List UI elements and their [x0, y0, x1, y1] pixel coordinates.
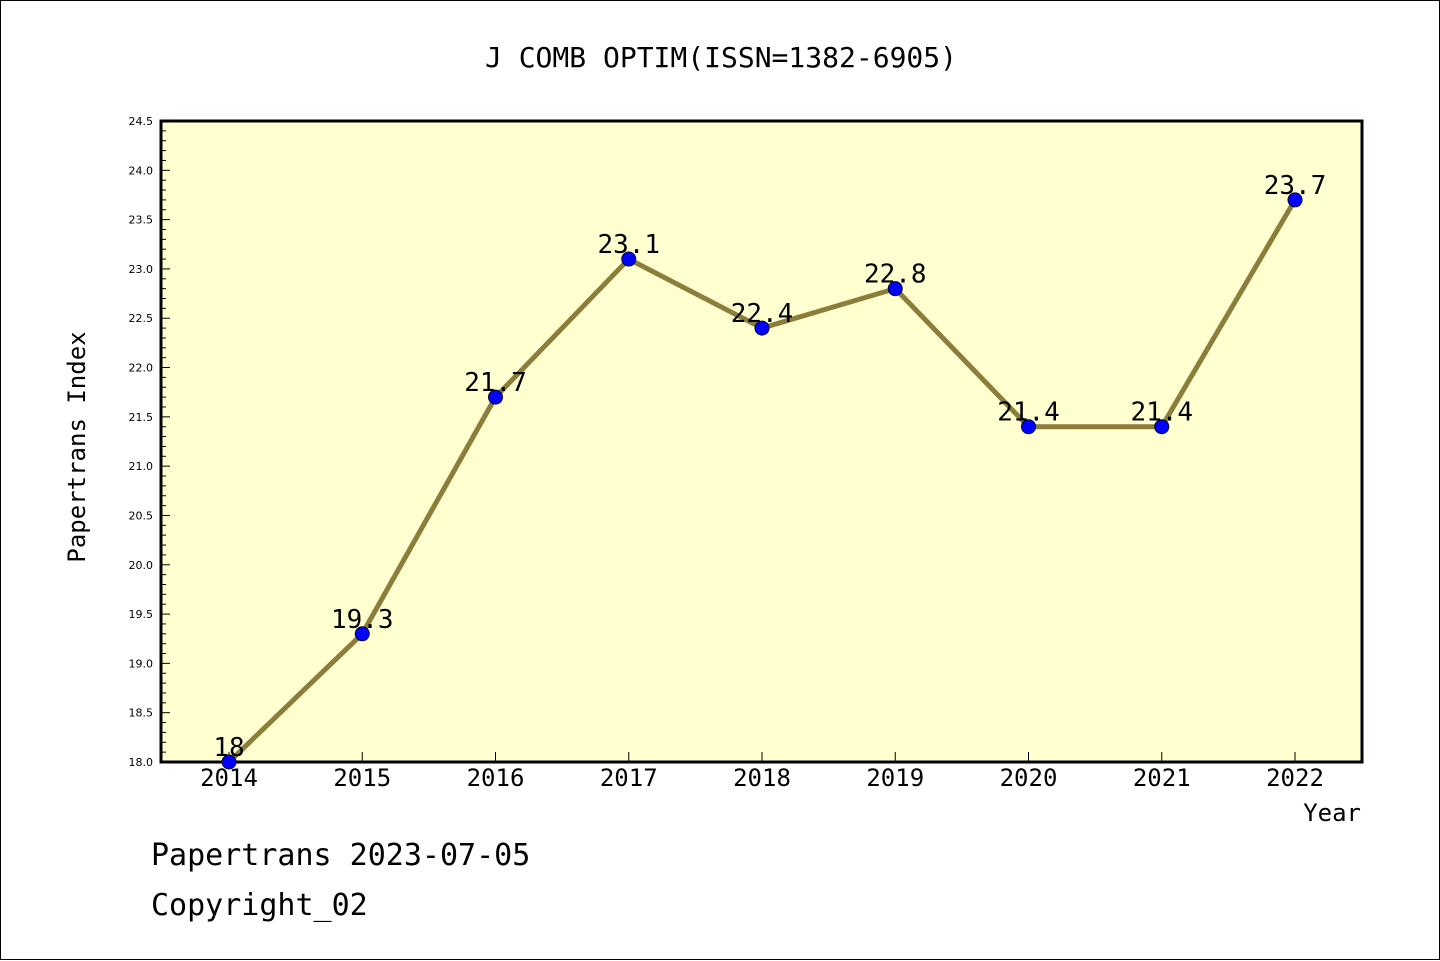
x-tick-label: 2015 — [333, 764, 391, 792]
y-tick-label: 22.5 — [129, 312, 154, 325]
data-label: 18 — [213, 733, 244, 763]
data-point-marker — [754, 320, 770, 336]
x-axis-tick-labels: 2014 2015 2016 2017 2018 2019 2020 2021 2022 — [200, 764, 1324, 792]
y-axis-tick-labels: 18.0 18.5 19.0 19.5 20.0 20.5 21.0 21.5 22.0 22.5… — [129, 115, 154, 769]
y-tick-label: 19.0 — [129, 657, 154, 670]
data-point-marker — [887, 281, 903, 297]
data-point-marker — [354, 626, 370, 642]
y-axis-label: Papertrans Index — [63, 331, 91, 562]
x-tick-label: 2018 — [733, 764, 791, 792]
y-tick-label: 18.0 — [129, 756, 154, 769]
x-tick-label: 2019 — [866, 764, 924, 792]
x-axis-label: Year — [1303, 799, 1361, 827]
data-point-marker — [488, 389, 503, 405]
footer-copyright-text: Copyright_02 — [151, 888, 368, 923]
plot-area — [159, 119, 1364, 764]
x-tick-label: 2020 — [1000, 764, 1058, 792]
data-label: 19.3 — [331, 605, 394, 635]
data-label: 22.8 — [864, 260, 927, 290]
data-label: 21.7 — [464, 368, 527, 398]
data-markers — [221, 192, 1303, 770]
y-tick-label: 18.5 — [129, 707, 154, 720]
data-label: 23.1 — [597, 230, 660, 260]
y-tick-label: 21.5 — [129, 411, 154, 424]
y-tick-label: 19.5 — [129, 608, 154, 621]
y-tick-label: 21.0 — [129, 460, 154, 473]
data-point-marker — [621, 251, 637, 267]
data-point-marker — [1287, 192, 1303, 208]
data-label: 22.4 — [731, 299, 794, 329]
x-tick-label: 2022 — [1266, 764, 1324, 792]
data-label: 21.4 — [997, 398, 1060, 428]
data-label: 23.7 — [1264, 171, 1327, 201]
chart-title: J COMB OPTIM(ISSN=1382-6905) — [485, 41, 957, 74]
y-tick-label: 23.5 — [129, 214, 154, 227]
y-axis-ticks — [161, 120, 170, 763]
x-tick-label: 2016 — [467, 764, 525, 792]
data-label: 21.4 — [1130, 398, 1193, 428]
footer-date-text: Papertrans 2023-07-05 — [151, 838, 530, 873]
data-point-marker — [221, 754, 237, 770]
y-tick-label: 23.0 — [129, 263, 154, 276]
x-axis-ticks — [228, 752, 1296, 762]
y-tick-label: 24.5 — [129, 115, 154, 128]
y-tick-label: 20.0 — [129, 559, 154, 572]
x-tick-label: 2017 — [600, 764, 658, 792]
y-tick-label: 24.0 — [129, 164, 154, 177]
y-tick-label: 22.0 — [129, 362, 154, 375]
x-tick-label: 2021 — [1133, 764, 1191, 792]
y-tick-label: 20.5 — [129, 509, 154, 522]
data-point-marker — [1021, 419, 1036, 435]
data-labels: 18 19.3 21.7 23.1 22.4 22.8 21.4 21.4 23.7 — [213, 171, 1326, 763]
data-point-marker — [1154, 419, 1170, 435]
